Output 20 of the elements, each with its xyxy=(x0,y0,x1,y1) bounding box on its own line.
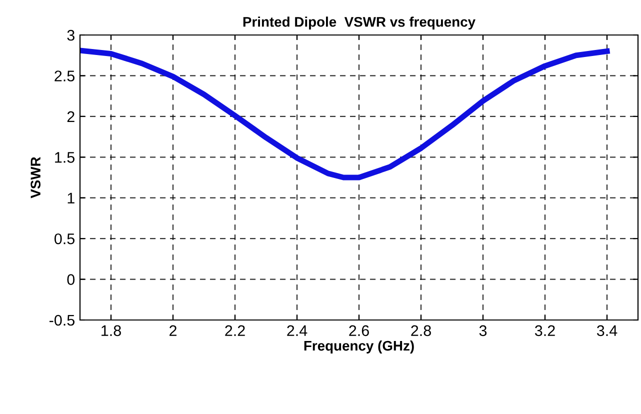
y-tick-label: 0.5 xyxy=(54,233,74,244)
y-tick-label: 3 xyxy=(67,30,74,41)
x-tick-label: 2 xyxy=(170,325,176,336)
x-axis-title: Frequency (GHz) xyxy=(304,340,414,354)
x-tick-label: 2.8 xyxy=(411,325,431,336)
x-tick-label: 2.6 xyxy=(349,325,369,336)
chart-title: Printed Dipole VSWR vs frequency xyxy=(243,16,476,30)
y-tick-label: 2 xyxy=(67,111,74,122)
x-tick-label: 2.2 xyxy=(225,325,245,336)
y-tick-label: 1 xyxy=(68,192,74,204)
y-axis-title: VSWR xyxy=(30,156,41,198)
y-tick-label: 1.5 xyxy=(55,152,74,163)
y-tick-label: -0.5 xyxy=(49,314,74,326)
y-tick-label: 0 xyxy=(67,274,75,285)
x-tick-label: 3.2 xyxy=(534,325,555,336)
x-tick-label: 2.4 xyxy=(287,325,308,336)
y-tick-label: 2.5 xyxy=(54,70,74,82)
x-tick-label: 3.4 xyxy=(596,325,618,336)
x-tick-label: 3 xyxy=(479,325,487,336)
x-tick-label: 1.8 xyxy=(102,325,121,336)
